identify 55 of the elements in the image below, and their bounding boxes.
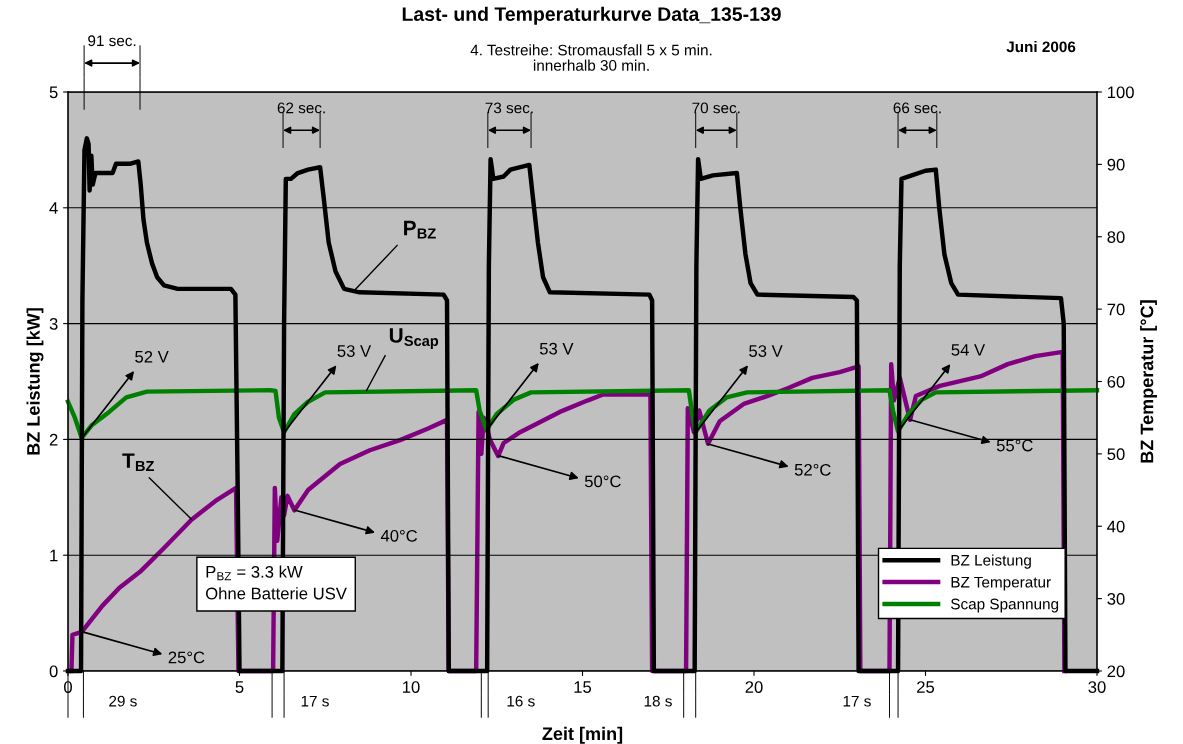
x-tick-label: 10 [403, 681, 420, 693]
annotation: 62 sec. [277, 102, 325, 114]
text: 17 s [843, 695, 871, 707]
y2-tick-label: 60 [1107, 375, 1125, 388]
annotation: 73 sec. [485, 102, 533, 114]
text: 16 s [507, 695, 535, 707]
annotation: U$_{Scap}$ [389, 328, 439, 349]
text: 17 s [301, 695, 329, 707]
annotation: P$_{BZ}$ [404, 220, 436, 239]
annotation: T$_{BZ}$ [122, 453, 154, 472]
chart-title: Last- und Temperaturkurve Data_135-139 [402, 6, 781, 25]
y-tick-label: 3 [49, 318, 58, 330]
x-tick-label: 25 [917, 681, 935, 693]
annotation: 50°C [584, 475, 621, 488]
annotation: 40°C [380, 529, 418, 542]
x-tick-label: 5 [235, 681, 244, 693]
x-axis-title: Zeit [min] [542, 726, 623, 744]
legend-label: BZ Temperatur [951, 576, 1051, 591]
legend-label: Scap Spannung [951, 598, 1059, 613]
y2-tick-label: 40 [1107, 520, 1125, 533]
y-tick-label: 0 [49, 665, 58, 678]
text: 91 sec. [88, 35, 136, 47]
annotation: 25°C [168, 651, 205, 664]
text: 18 s [644, 695, 672, 707]
text: Juni 2006 [1006, 41, 1076, 53]
y2-tick-label: 50 [1107, 448, 1125, 461]
annotation: 66 sec. [893, 102, 941, 114]
y2-axis-title: BZ Temperatur [°C] [1140, 300, 1157, 463]
annotation: 70 sec. [692, 102, 740, 114]
y-tick-label: 4 [49, 202, 58, 214]
y-tick-label: 5 [49, 86, 58, 99]
chart-subtitle: 4. Testreihe: Stromausfall 5 x 5 min. innerhalb 30 min. [470, 44, 712, 71]
y2-tick-label: 20 [1107, 665, 1125, 678]
annotation: P$_{BZ}$ = 3.3 kW Ohne Batterie USV [205, 565, 347, 600]
y-tick-label: 2 [49, 433, 58, 446]
y-axis-title: BZ Leistung [kW] [26, 308, 44, 455]
annotation: 53 V [539, 342, 574, 355]
annotation: 52°C [794, 463, 831, 476]
annotation: 52 V [135, 350, 169, 363]
y2-tick-label: 70 [1107, 303, 1125, 316]
y2-tick-label: 100 [1107, 86, 1134, 99]
y-tick-label: 1 [50, 549, 58, 562]
y2-tick-label: 80 [1107, 231, 1125, 243]
text: 29 s [109, 695, 137, 707]
x-tick-label: 0 [64, 681, 72, 693]
x-tick-label: 30 [1088, 681, 1106, 693]
y2-tick-label: 90 [1107, 158, 1125, 171]
x-tick-label: 15 [574, 681, 592, 693]
y2-tick-label: 30 [1107, 593, 1125, 605]
x-tick-label: 20 [745, 681, 763, 693]
annotation: 54 V [951, 344, 986, 356]
annotation: 53 V [749, 345, 783, 357]
legend-label: BZ Leistung [951, 554, 1031, 569]
annotation: 53 V [337, 345, 372, 357]
annotation: 55°C [996, 439, 1033, 452]
